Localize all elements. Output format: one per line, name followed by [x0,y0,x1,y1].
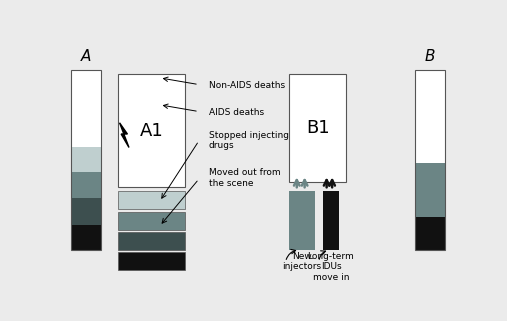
Bar [119,232,185,250]
Text: Moved out from
the scene: Moved out from the scene [209,168,280,187]
Text: Stopped injecting
drugs: Stopped injecting drugs [209,131,289,151]
Bar [71,225,101,250]
Text: Non-AIDS deaths: Non-AIDS deaths [209,81,285,90]
Bar [415,70,445,250]
Bar [119,212,185,230]
Polygon shape [120,123,129,148]
Bar [415,217,445,250]
Text: B1: B1 [306,119,330,137]
Text: AIDS deaths: AIDS deaths [209,108,264,117]
Text: Long-term
IDUs
move in: Long-term IDUs move in [308,252,354,282]
Text: B: B [424,49,435,64]
Bar [415,163,445,217]
Bar [71,70,101,147]
Bar [71,198,101,225]
Text: A: A [81,49,91,64]
Bar [323,191,339,250]
Bar [119,252,185,270]
Bar [289,191,315,250]
Bar [119,191,185,209]
Bar [415,70,445,163]
Text: A1: A1 [140,122,164,140]
Bar [289,74,346,182]
Bar [119,74,185,187]
Bar [71,147,101,172]
Bar [71,172,101,198]
Text: New
injectors: New injectors [282,252,321,271]
Bar [71,70,101,250]
